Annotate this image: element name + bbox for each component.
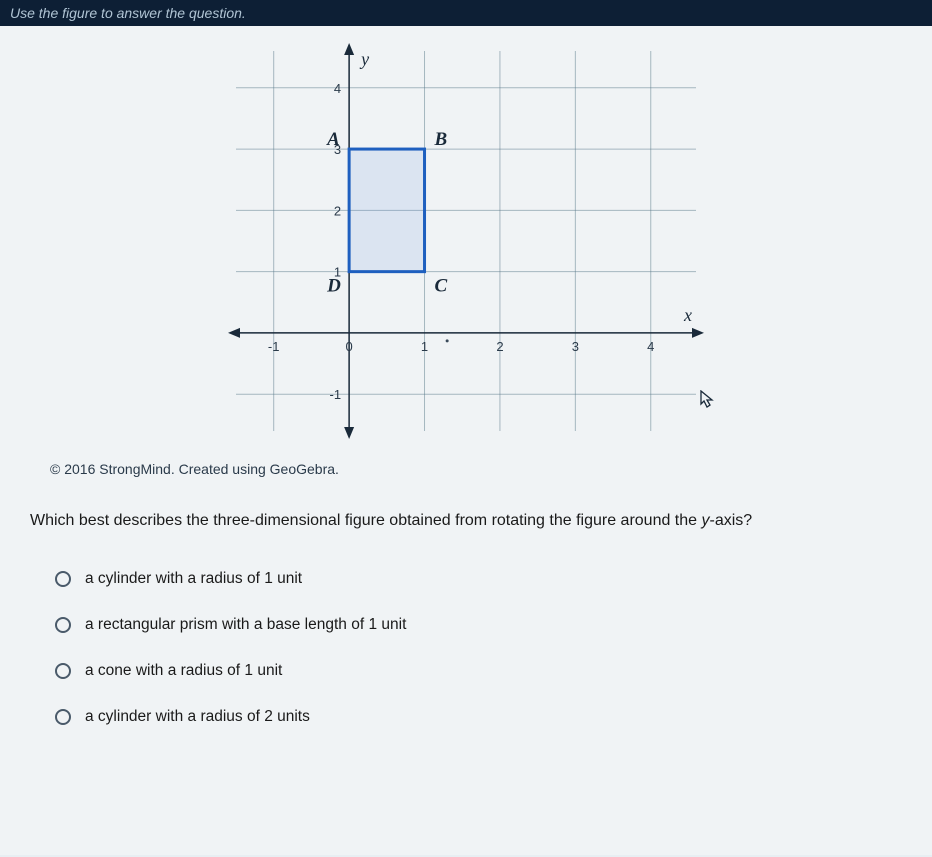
question-yvar: y: [702, 512, 710, 529]
option-label: a cylinder with a radius of 2 units: [85, 708, 310, 726]
figure-container: -101234-11234xyABCD: [20, 41, 912, 451]
option-0[interactable]: a cylinder with a radius of 1 unit: [55, 570, 912, 588]
radio-icon: [55, 617, 71, 633]
svg-text:2: 2: [334, 203, 341, 218]
question-text: Which best describes the three-dimension…: [30, 512, 912, 530]
radio-icon: [55, 571, 71, 587]
svg-text:2: 2: [496, 339, 503, 354]
topbar-text: Use the figure to answer the question.: [10, 5, 246, 21]
option-2[interactable]: a cone with a radius of 1 unit: [55, 662, 912, 680]
option-1[interactable]: a rectangular prism with a base length o…: [55, 616, 912, 634]
option-label: a rectangular prism with a base length o…: [85, 616, 406, 634]
copyright-text: © 2016 StrongMind. Created using GeoGebr…: [50, 461, 912, 477]
svg-text:B: B: [434, 129, 448, 150]
options-group: a cylinder with a radius of 1 unit a rec…: [55, 570, 912, 726]
svg-text:C: C: [435, 276, 448, 297]
svg-text:4: 4: [647, 339, 654, 354]
radio-icon: [55, 709, 71, 725]
svg-text:0: 0: [345, 339, 352, 354]
coordinate-figure: -101234-11234xyABCD: [206, 41, 726, 451]
svg-text:1: 1: [421, 339, 428, 354]
cursor-icon: [700, 390, 718, 413]
question-suffix: -axis?: [710, 512, 753, 529]
topbar: Use the figure to answer the question.: [0, 0, 932, 26]
svg-text:-1: -1: [330, 387, 342, 402]
svg-text:x: x: [683, 305, 692, 325]
question-prefix: Which best describes the three-dimension…: [30, 512, 702, 529]
option-label: a cylinder with a radius of 1 unit: [85, 570, 302, 588]
radio-icon: [55, 663, 71, 679]
option-label: a cone with a radius of 1 unit: [85, 662, 282, 680]
option-3[interactable]: a cylinder with a radius of 2 units: [55, 708, 912, 726]
svg-text:4: 4: [334, 81, 341, 96]
svg-text:3: 3: [572, 339, 579, 354]
svg-text:D: D: [326, 276, 341, 297]
svg-text:A: A: [326, 129, 340, 150]
content-area: -101234-11234xyABCD © 2016 StrongMind. C…: [0, 26, 932, 855]
svg-text:-1: -1: [268, 339, 280, 354]
svg-text:y: y: [359, 49, 369, 69]
